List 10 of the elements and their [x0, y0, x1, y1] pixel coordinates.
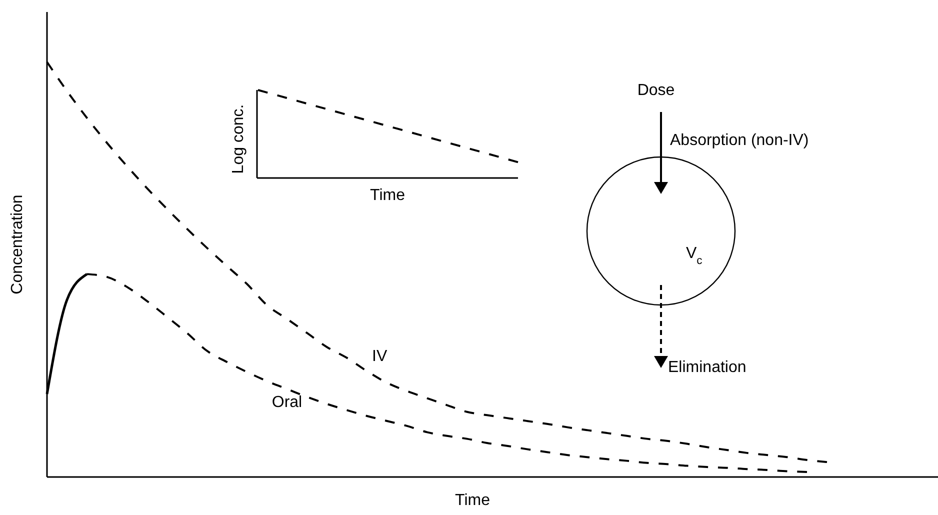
series-label: Oral	[272, 394, 302, 412]
x-axis-title: Time	[370, 187, 406, 204]
annotation: Dose	[637, 82, 675, 99]
y-axis-title: Log conc.	[230, 104, 247, 174]
x-axis-title: Time	[455, 492, 490, 509]
annotation: V$_{c}$	[686, 245, 703, 267]
annotation: Elimination	[668, 359, 746, 376]
annotation: Absorption (non-IV)	[670, 132, 809, 149]
series-label: IV	[372, 348, 388, 366]
y-axis-title: Concentration	[9, 194, 26, 294]
